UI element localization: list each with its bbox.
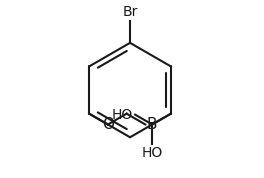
- Text: O: O: [102, 117, 114, 132]
- Text: B: B: [147, 117, 157, 132]
- Text: Br: Br: [122, 5, 138, 19]
- Text: HO: HO: [112, 108, 133, 122]
- Text: HO: HO: [142, 146, 163, 160]
